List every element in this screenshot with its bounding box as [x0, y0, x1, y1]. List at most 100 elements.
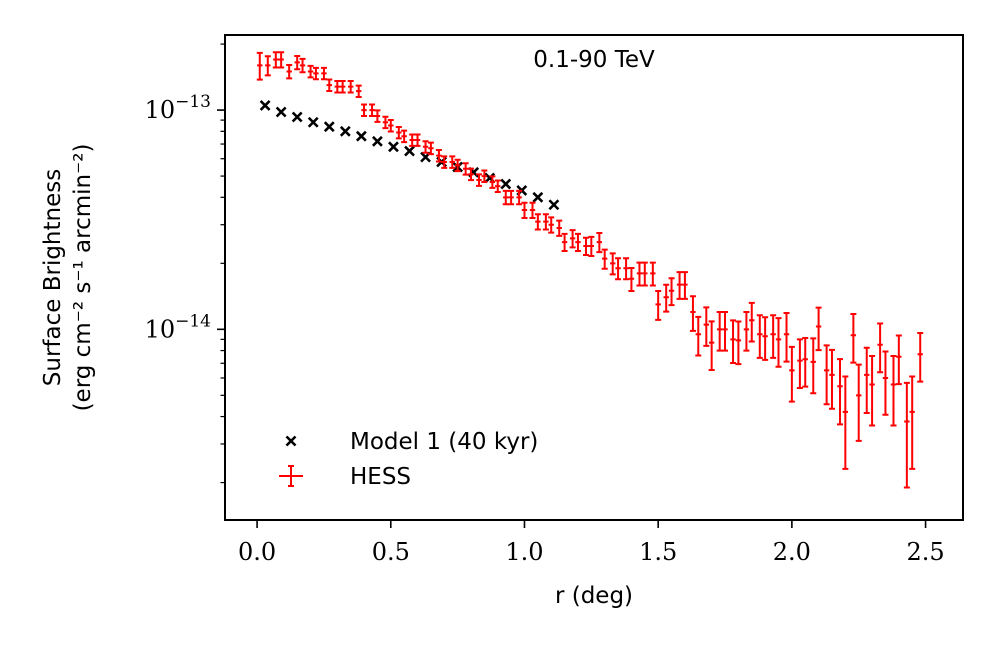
hess-point: [374, 109, 381, 123]
hess-point: [582, 236, 589, 256]
hess-point: [863, 346, 870, 414]
hess-point: [534, 213, 541, 231]
x-tick-label: 1.0: [505, 538, 543, 566]
hess-point: [494, 179, 501, 194]
hess-point: [529, 201, 536, 219]
legend-marker-model: [285, 435, 297, 447]
legend-label-model: Model 1 (40 kyr): [350, 429, 538, 455]
y-tick-label: 10−13: [145, 92, 211, 124]
model-point: [532, 191, 544, 203]
hess-point: [454, 158, 461, 173]
hess-point: [548, 216, 555, 234]
hess-point: [730, 319, 737, 365]
hess-point: [355, 84, 362, 99]
hess-point: [668, 277, 675, 307]
hess-point: [775, 317, 782, 368]
hess-point: [649, 261, 656, 287]
hess-point: [882, 350, 889, 416]
model-point: [355, 130, 367, 142]
hess-point: [783, 311, 790, 363]
hess-point: [542, 213, 549, 231]
hess-point: [569, 229, 576, 249]
hess-point: [468, 167, 474, 182]
hess-point: [850, 312, 857, 364]
hess-point: [312, 66, 319, 81]
hess-point: [663, 283, 670, 313]
hess-point: [556, 219, 563, 237]
model-point: [307, 116, 319, 128]
hess-point: [708, 320, 715, 371]
hess-point: [256, 51, 263, 81]
hess-point: [641, 261, 648, 287]
hess-point: [810, 337, 817, 395]
hess-point: [695, 315, 702, 357]
hess-point: [272, 51, 279, 69]
hess-point: [628, 267, 635, 292]
hess-point: [756, 314, 763, 359]
hess-series: [256, 51, 924, 489]
model-series: [259, 100, 560, 211]
hess-point: [347, 80, 354, 94]
hess-point: [264, 55, 271, 77]
hess-point: [361, 103, 368, 117]
hess-point: [689, 295, 696, 332]
hess-point: [561, 232, 568, 253]
hess-point: [837, 358, 843, 426]
x-axis-label: r (deg): [555, 583, 633, 609]
hess-point: [655, 290, 662, 321]
x-tick-label: 0.5: [372, 538, 410, 566]
y-axis-label-line1: Surface Brightness: [40, 169, 66, 386]
hess-point: [441, 155, 448, 169]
model-point: [291, 111, 303, 123]
x-tick-label: 2.5: [906, 538, 944, 566]
hess-point: [869, 354, 876, 427]
hess-point: [521, 201, 528, 219]
hess-point: [508, 189, 515, 206]
hess-point: [395, 125, 402, 140]
hess-point: [427, 141, 434, 156]
model-point: [500, 178, 512, 190]
hess-point: [909, 375, 916, 470]
model-point: [388, 141, 399, 153]
hess-point: [422, 140, 429, 154]
hess-point: [294, 54, 301, 71]
hess-point: [382, 115, 389, 130]
hess-point: [435, 149, 442, 163]
hess-point: [623, 257, 630, 281]
hess-point: [481, 169, 488, 183]
hess-point: [735, 320, 742, 366]
hess-point: [387, 119, 394, 133]
model-point: [259, 100, 271, 111]
hess-point: [476, 173, 483, 187]
hess-point: [339, 80, 346, 94]
hess-point: [703, 306, 710, 347]
hess-point: [601, 248, 608, 270]
hess-point: [815, 306, 822, 352]
hess-point: [596, 232, 603, 254]
hess-point: [796, 338, 803, 389]
model-point: [548, 199, 560, 211]
hess-point: [588, 235, 595, 257]
hess-point: [449, 155, 456, 169]
hess-point: [574, 232, 581, 253]
hess-point: [299, 57, 306, 74]
x-tick-label: 2.0: [773, 538, 811, 566]
hess-point: [414, 133, 421, 147]
hess-point: [823, 344, 830, 406]
hess-point: [743, 310, 750, 352]
model-point: [339, 125, 351, 137]
hess-point: [326, 78, 333, 92]
hess-point: [636, 261, 643, 287]
legend: Model 1 (40 kyr) HESS: [279, 429, 538, 490]
hess-point: [770, 314, 777, 359]
hess-point: [895, 334, 902, 386]
chart-title: 0.1-90 TeV: [533, 47, 655, 73]
hess-point: [722, 310, 729, 352]
hess-point: [401, 129, 408, 144]
y-tick-label: 10−14: [145, 311, 211, 343]
hess-point: [676, 271, 683, 300]
axes: 0.0 0.5 1.0 1.5 2.0 2.5 10−14 10−13 0.1-90 TeV r …: [40, 34, 964, 609]
hess-point: [903, 381, 910, 489]
hess-point: [802, 337, 809, 388]
